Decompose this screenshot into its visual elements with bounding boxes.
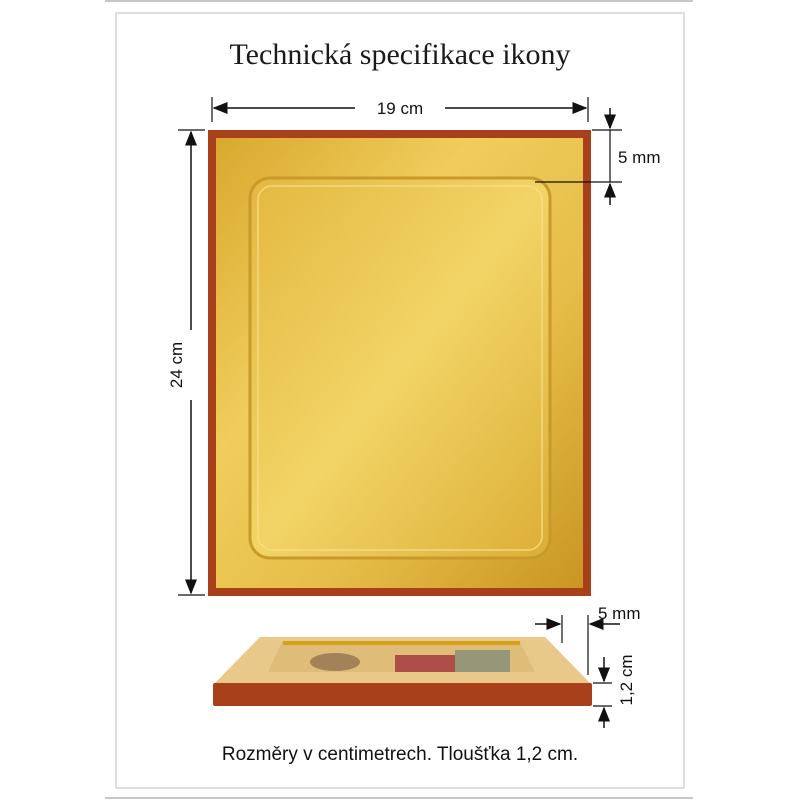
caption: Rozměry v centimetrech. Tloušťka 1,2 cm. [222,744,578,765]
side-border-label: 5 mm [598,604,641,623]
icon-side-view [213,637,592,706]
thickness-dimension: 1,2 cm [593,654,636,728]
height-label: 24 cm [167,342,186,388]
height-dimension: 24 cm [167,129,205,596]
border-top-dimension: 5 mm [535,108,661,205]
icon-front-view [208,130,591,596]
width-dimension: 19 cm [211,97,589,122]
thickness-label: 1,2 cm [617,654,636,705]
border-top-label: 5 mm [618,148,661,167]
title: Technická specifikace ikony [229,38,570,71]
side-border-dimension: 5 mm [535,604,641,675]
card-frame [115,12,685,789]
width-label: 19 cm [377,99,423,118]
